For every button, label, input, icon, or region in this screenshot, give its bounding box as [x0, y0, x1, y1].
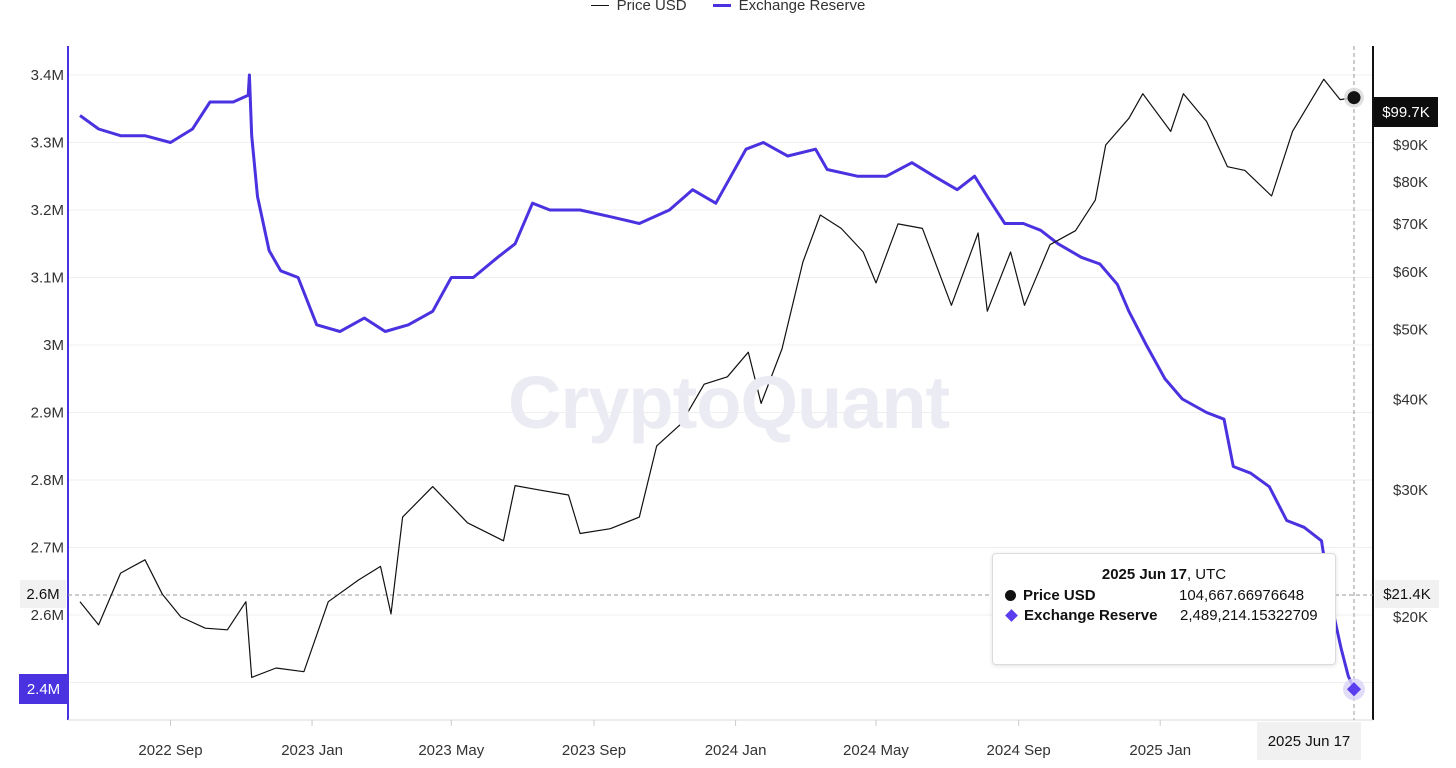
- x-tick-label: 2023 Sep: [562, 742, 626, 759]
- y-left-tick-label: 3.4M: [31, 67, 64, 84]
- tooltip-row-price: Price USD 104,667.66976648: [1005, 587, 1325, 604]
- y-left-tick-label: 3M: [43, 337, 64, 354]
- y-left-tick-label: 3.1M: [31, 270, 64, 287]
- cursor-markers: [1343, 87, 1365, 701]
- reserve-current-badge: 2.4M: [19, 674, 68, 704]
- x-tick-label: 2024 Sep: [987, 742, 1051, 759]
- y-right-tick-label: $60K: [1393, 264, 1428, 281]
- series-layer: [79, 73, 1356, 690]
- reserve-diamond-icon: [1005, 609, 1018, 622]
- x-tick-label: 2023 May: [418, 742, 484, 759]
- x-tick-label: 2023 Jan: [281, 742, 343, 759]
- axes: [67, 46, 1374, 726]
- tooltip-price-label: Price USD: [1023, 587, 1096, 604]
- grid-lines: [68, 74, 1373, 683]
- y-left-tick-label: 2.6M: [31, 607, 64, 624]
- watermark: CryptoQuant: [508, 361, 950, 444]
- price-marker: [1347, 91, 1361, 105]
- series-line-exchange-reserve: [79, 73, 1356, 690]
- tooltip-row-reserve: Exchange Reserve 2,489,214.15322709: [1005, 607, 1325, 624]
- y-right-tick-label: $30K: [1393, 482, 1428, 499]
- series-line-price-usd: [79, 78, 1355, 678]
- y-left-tick-label: 3.3M: [31, 135, 64, 152]
- x-tick-label: 2024 May: [843, 742, 909, 759]
- tooltip-date: 2025 Jun 17, UTC: [1101, 566, 1227, 583]
- y-right-tick-label: $70K: [1393, 216, 1428, 233]
- y-right-tick-label: $40K: [1393, 391, 1428, 408]
- x-tick-label: 2024 Jan: [705, 742, 767, 759]
- tooltip-reserve-label: Exchange Reserve: [1024, 607, 1158, 624]
- tooltip-reserve-value: 2,489,214.15322709: [1180, 607, 1318, 624]
- legend-reserve-swatch: [712, 4, 731, 7]
- y-left-tick-label: 3.2M: [31, 202, 64, 219]
- x-tick-label: 2022 Sep: [138, 742, 202, 759]
- tooltip-price-value: 104,667.66976648: [1179, 587, 1305, 604]
- legend-item-reserve[interactable]: Exchange Reserve: [712, 0, 866, 14]
- tooltip: 2025 Jun 17, UTC Price USD 104,667.66976…: [992, 553, 1336, 665]
- reserve-marker: [1346, 682, 1362, 697]
- date-cursor-badge: 2025 Jun 17: [1257, 722, 1361, 760]
- legend-item-price[interactable]: Price USD: [590, 0, 687, 14]
- legend-price-swatch: [590, 5, 609, 6]
- price-dot-icon: [1005, 590, 1016, 601]
- price-cursor-badge: $21.4K: [1375, 580, 1439, 608]
- reserve-cursor-badge: 2.6M: [20, 580, 66, 608]
- price-current-badge: $99.7K: [1374, 97, 1438, 127]
- y-left-tick-label: 2.8M: [31, 472, 64, 489]
- x-tick-label: 2025 Jan: [1129, 742, 1191, 759]
- legend: Price USD Exchange Reserve: [0, 0, 1456, 14]
- y-right-tick-label: $80K: [1393, 174, 1428, 191]
- legend-reserve-label: Exchange Reserve: [738, 0, 866, 14]
- y-left-tick-label: 2.7M: [31, 540, 64, 557]
- y-right-tick-label: $50K: [1393, 321, 1428, 338]
- legend-price-label: Price USD: [616, 0, 687, 14]
- y-right-tick-label: $20K: [1393, 609, 1428, 626]
- y-left-tick-label: 2.9M: [31, 405, 64, 422]
- y-right-tick-label: $90K: [1393, 137, 1428, 154]
